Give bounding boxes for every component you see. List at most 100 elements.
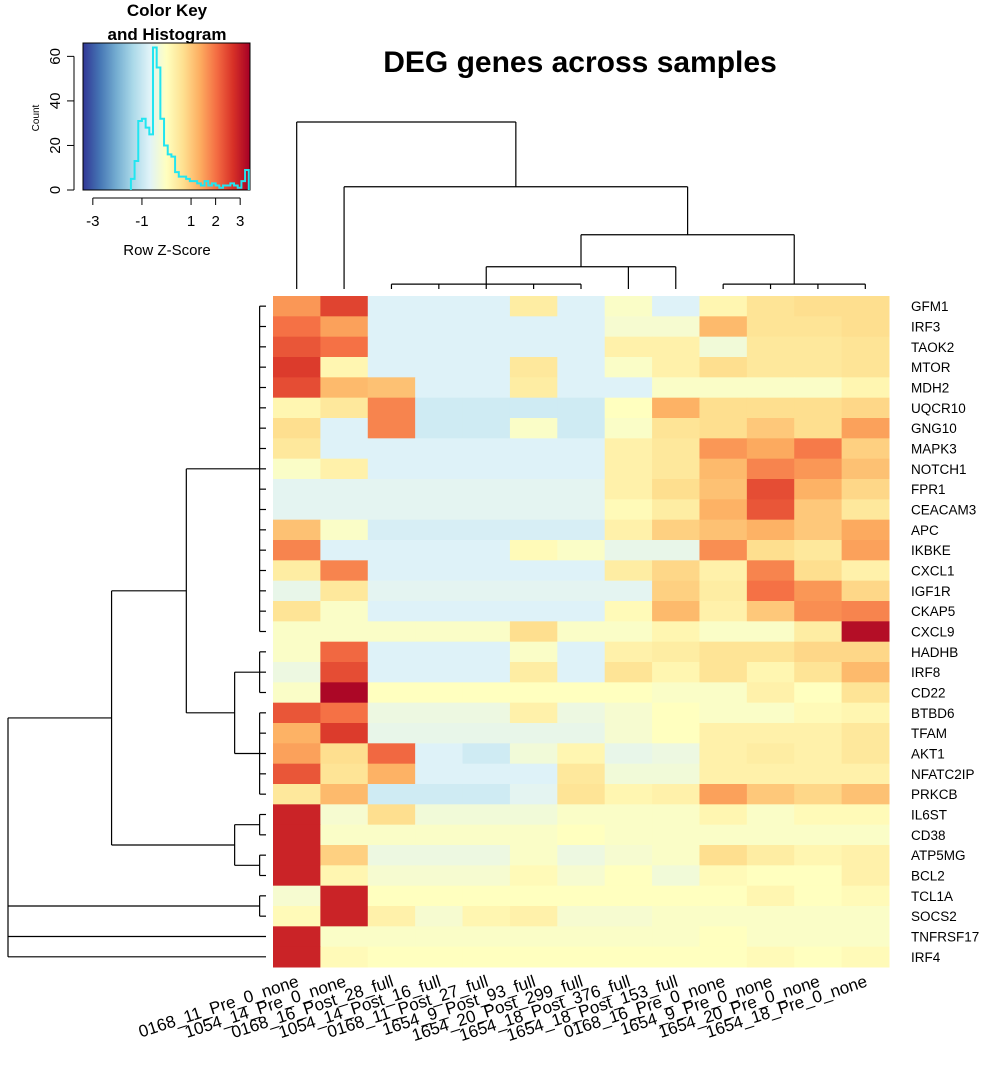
heatmap-cell — [462, 723, 511, 744]
heatmap-cell — [320, 336, 369, 358]
heatmap-cell — [320, 316, 369, 338]
heatmap-cell — [462, 499, 511, 521]
heatmap-cell — [652, 946, 700, 968]
heatmap-cell — [462, 580, 511, 602]
heatmap-cell — [699, 499, 748, 521]
heatmap-cell — [367, 723, 416, 744]
heatmap-cell — [841, 357, 890, 378]
heatmap-cell — [462, 824, 511, 846]
heatmap-cell — [794, 743, 843, 765]
heatmap-cell — [841, 702, 890, 724]
heatmap-cell — [273, 845, 321, 866]
heatmap-cell — [320, 926, 369, 948]
heatmap-cell — [699, 946, 748, 968]
heatmap-cell — [415, 438, 464, 460]
heatmap-cell — [509, 784, 558, 805]
heatmap-cell — [320, 702, 369, 724]
heatmap-cell — [841, 601, 890, 622]
heatmap-cell — [320, 784, 369, 805]
heatmap-cell — [841, 296, 890, 317]
row-label: IRF3 — [911, 320, 940, 335]
row-label: GFM1 — [911, 299, 949, 314]
heatmap-cell — [462, 519, 511, 541]
heatmap-cell — [794, 682, 843, 704]
heatmap-cell — [509, 702, 558, 724]
heatmap-cell — [509, 804, 558, 826]
heatmap-cell — [320, 479, 369, 500]
heatmap-cell — [462, 336, 511, 358]
heatmap-cell — [604, 885, 653, 907]
heatmap-cell — [841, 784, 890, 805]
heatmap-cell — [415, 580, 464, 602]
heatmap-cell — [509, 824, 558, 846]
heatmap-cell — [841, 926, 890, 948]
heatmap-cell — [604, 804, 653, 826]
heatmap-cell — [652, 499, 700, 521]
heatmap-cell — [652, 540, 700, 561]
heatmap-cell — [415, 336, 464, 358]
heatmap-cell — [415, 418, 464, 439]
heatmap-cell — [557, 519, 606, 541]
heatmap-cell — [794, 397, 843, 419]
color-key-y-tick-label: 0 — [47, 186, 64, 194]
heatmap-cell — [509, 316, 558, 338]
heatmap-cell — [557, 682, 606, 704]
heatmap-cell — [652, 316, 700, 338]
heatmap-cell — [652, 641, 700, 663]
heatmap-cell — [557, 662, 606, 683]
heatmap-cell — [746, 804, 795, 826]
heatmap-cell — [367, 519, 416, 541]
heatmap-cell — [699, 397, 748, 419]
color-key-histogram — [129, 46, 250, 190]
heatmap-cell — [841, 499, 890, 521]
heatmap-cell — [462, 560, 511, 582]
heatmap-cell — [415, 702, 464, 724]
heatmap-cell — [509, 743, 558, 765]
heatmap-cell — [699, 479, 748, 500]
row-label: BCL2 — [911, 869, 945, 884]
heatmap-cell — [509, 763, 558, 785]
row-label: TNFRSF17 — [911, 930, 979, 945]
heatmap-cell — [794, 763, 843, 785]
row-label: MDH2 — [911, 381, 949, 396]
color-key-x-axis: -3 -1 1 2 3 — [86, 197, 244, 230]
heatmap-cell — [699, 926, 748, 948]
heatmap-cell — [367, 682, 416, 704]
heatmap-cell — [604, 580, 653, 602]
heatmap-cell — [699, 784, 748, 805]
heatmap-cell — [509, 885, 558, 907]
heatmap-cell — [794, 296, 843, 317]
heatmap-cell — [415, 397, 464, 419]
heatmap-cell — [509, 397, 558, 419]
heatmap-cell — [557, 621, 606, 643]
heatmap-cell — [462, 357, 511, 378]
heatmap-cell — [746, 560, 795, 582]
heatmap-cell — [367, 784, 416, 805]
row-label: SOCS2 — [911, 909, 957, 924]
heatmap-cell — [604, 479, 653, 500]
heatmap-cell — [794, 560, 843, 582]
heatmap-cell — [794, 580, 843, 602]
heatmap-cell — [462, 946, 511, 968]
heatmap-cell — [509, 865, 558, 887]
heatmap-cell — [699, 885, 748, 907]
heatmap-cell — [794, 662, 843, 683]
row-label: CD22 — [911, 686, 946, 701]
heatmap-cell — [794, 845, 843, 866]
heatmap-cell — [794, 438, 843, 460]
heatmap-cell — [320, 377, 369, 399]
heatmap-cell — [652, 357, 700, 378]
color-key-title-line1: Color Key — [127, 1, 208, 20]
heatmap-cell — [746, 336, 795, 358]
heatmap-cell — [652, 601, 700, 622]
heatmap-cell — [367, 479, 416, 500]
heatmap-cell — [367, 438, 416, 460]
heatmap-cell — [604, 926, 653, 948]
heatmap-cell — [320, 723, 369, 744]
heatmap-cell — [462, 743, 511, 765]
heatmap-cell — [462, 479, 511, 500]
heatmap-cell — [841, 865, 890, 887]
heatmap-cell — [557, 946, 606, 968]
heatmap-cell — [320, 438, 369, 460]
